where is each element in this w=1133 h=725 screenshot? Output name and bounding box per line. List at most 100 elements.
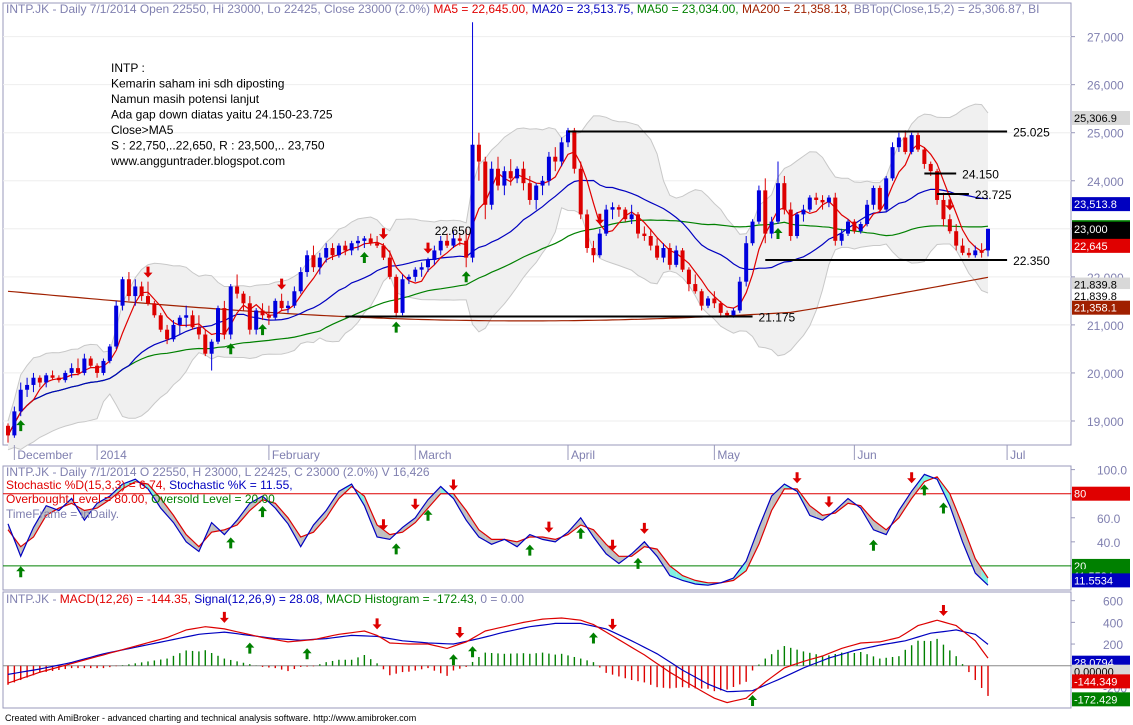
candle-body (750, 221, 755, 244)
candle (165, 324, 170, 345)
candle (515, 166, 520, 184)
badge-background (1072, 289, 1130, 304)
sell-arrow (639, 522, 649, 534)
candle (636, 211, 640, 239)
candle (184, 305, 189, 328)
header-part: INTP.JK - (6, 592, 56, 606)
candle (877, 185, 882, 212)
stochastic-band-segment (122, 481, 129, 489)
stochastic-band-segment (778, 484, 785, 500)
buy-arrow (359, 252, 369, 264)
stochastic-header-line: Stochastic %D(15,3,3) = 6.74, Stochastic… (6, 478, 293, 492)
sell-arrow (608, 539, 618, 551)
candle-body (636, 214, 640, 234)
candle-body (114, 305, 119, 347)
candle-body (457, 238, 462, 241)
candle-body (903, 137, 908, 152)
badge-label: -144.349 (1074, 676, 1117, 688)
candle-body (693, 284, 698, 292)
candle-body (788, 209, 793, 237)
candle-body (292, 291, 297, 306)
analysis-note-line: INTP : (111, 61, 145, 75)
candle (451, 231, 456, 249)
candle-body (871, 187, 876, 205)
badge-background (1072, 692, 1130, 707)
stochastic-band-segment (657, 549, 664, 566)
stochastic-band-segment (97, 499, 104, 509)
candle-body (527, 183, 532, 200)
candle-body (470, 144, 475, 258)
ma50-line (7, 219, 989, 436)
stochastic-band-segment (752, 527, 759, 558)
candle (356, 236, 360, 251)
level-label: 22.350 (1013, 254, 1050, 268)
candle (470, 22, 475, 263)
candle (273, 298, 278, 321)
candle (960, 238, 965, 256)
bollinger-band-area (8, 104, 988, 450)
candle-body (196, 327, 201, 335)
stochastic-header: INTP.JK - Daily 7/1/2014 O 22550, H 2300… (6, 465, 430, 521)
stochastic-band-segment (370, 510, 378, 538)
macd-tick-label: 200 (1103, 638, 1123, 652)
candle-body (216, 308, 220, 342)
candle (916, 132, 920, 152)
moving-averages (7, 143, 989, 436)
candle (88, 356, 93, 369)
candle-body (37, 377, 42, 383)
stochastic-band-segment (237, 511, 244, 525)
candle-body (884, 178, 889, 210)
bollinger-bottom-line (7, 207, 989, 451)
stochastic-band-segment (383, 529, 390, 540)
candle-body (247, 303, 252, 330)
price-signal-arrows (16, 199, 955, 432)
candle (266, 305, 271, 325)
price-tick-label: 27,000 (1087, 31, 1124, 45)
candle (69, 363, 74, 378)
stochastic-band-segment (243, 503, 250, 518)
candle-body (222, 308, 227, 335)
buy-arrow (919, 484, 929, 496)
candle-body (400, 279, 405, 313)
stochastic-band-segment (154, 491, 161, 509)
ma20-line (7, 179, 989, 436)
candle (661, 243, 666, 263)
stochastic-band-segment (167, 506, 174, 523)
stochastic-band-segment (434, 486, 441, 501)
candle (12, 406, 17, 438)
stochastic-band-segment (421, 499, 428, 516)
candle (152, 300, 157, 318)
candle-body (585, 214, 590, 249)
buy-arrow (16, 566, 26, 578)
date-label: May (717, 448, 740, 462)
candle-body (101, 360, 106, 373)
candle (833, 192, 838, 246)
candle-body (737, 281, 742, 311)
stochastic-band-segment (758, 511, 766, 545)
candle (216, 305, 220, 345)
candle-body (572, 130, 577, 169)
stochastic-header-line: Overbought Level = 80.00, Oversold Level… (6, 492, 275, 506)
macd-lines (7, 617, 989, 704)
price-tick-label: 19,000 (1087, 415, 1124, 429)
candle-body (476, 144, 481, 162)
stochastic-band-segment (377, 524, 384, 539)
stochastic-band-segment (841, 498, 848, 509)
candle (483, 156, 488, 220)
stochastic-band-segment (288, 517, 295, 536)
candle-body (629, 214, 634, 220)
header-part: Stochastic %K = 11.55, (166, 478, 293, 492)
candle-body (839, 233, 844, 241)
sell-arrow (277, 278, 287, 290)
candle (317, 252, 322, 275)
candle-body (432, 250, 437, 261)
candle (381, 243, 386, 261)
stochastic-d-line (7, 476, 989, 584)
candle-body (18, 389, 23, 412)
macd-panel: -2000200400600 INTP.JK - MACD(12,26) = -… (2, 591, 1130, 709)
candle (597, 228, 602, 258)
candle (387, 250, 392, 280)
candle-body (413, 269, 418, 277)
candle (814, 192, 819, 205)
